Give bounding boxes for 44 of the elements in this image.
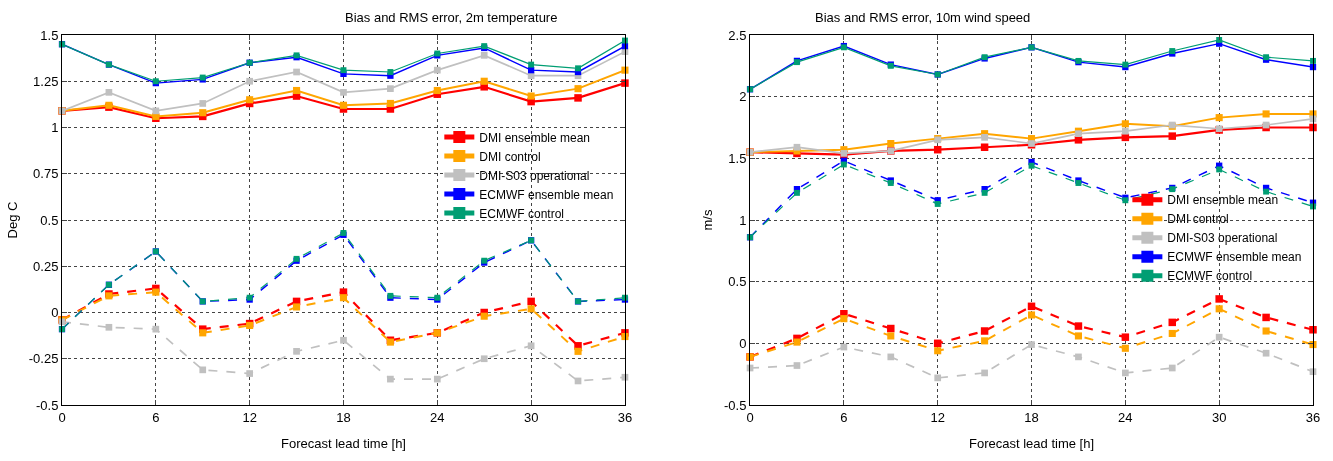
legend-label: DMI-S03 operational <box>479 168 590 183</box>
x-tick-label: 24 <box>1118 409 1133 425</box>
y-tick-label: 1 <box>739 212 747 228</box>
legend-label: ECMWF ensemble mean <box>1167 250 1302 265</box>
y-tick-label: 0.5 <box>728 274 747 290</box>
x-tick-label: 12 <box>930 409 945 425</box>
x-tick-label: 18 <box>1024 409 1039 425</box>
y-axis-title: m/s <box>699 209 715 231</box>
y-tick-label: 1 <box>51 120 59 136</box>
y-tick-label: 0.25 <box>33 258 59 274</box>
y-tick-label: -0.5 <box>35 397 59 413</box>
y-tick-label: 0.75 <box>33 166 59 182</box>
legend-label: ECMWF control <box>479 206 565 221</box>
x-tick-label: 6 <box>840 409 848 425</box>
x-axis-title: Forecast lead time [h] <box>969 436 1095 452</box>
x-tick-label: 12 <box>242 409 257 425</box>
y-tick-label: 0 <box>739 335 747 351</box>
y-tick-label: 2 <box>739 89 747 105</box>
y-tick-label: -0.25 <box>28 351 59 367</box>
y-tick-label: 0 <box>51 305 59 321</box>
legend-label: DMI control <box>479 149 541 164</box>
x-tick-label: 30 <box>523 409 539 425</box>
y-tick-label: 1.25 <box>33 73 59 89</box>
x-tick-label: 24 <box>430 409 445 425</box>
chart-title: Bias and RMS error, 10m wind speed <box>815 10 1031 25</box>
legend-label: ECMWF ensemble mean <box>479 187 614 202</box>
y-tick-label: 1.5 <box>728 150 747 166</box>
y-axis-title: Deg C <box>4 201 20 239</box>
legend-label: DMI control <box>1167 212 1229 227</box>
legend-label: DMI ensemble mean <box>479 130 591 145</box>
legend-label: ECMWF control <box>1167 269 1253 284</box>
x-tick-label: 36 <box>617 409 633 425</box>
chart-title: Bias and RMS error, 2m temperature <box>345 10 558 25</box>
legend-label: DMI ensemble mean <box>1167 193 1279 208</box>
y-tick-label: 1.5 <box>40 27 59 43</box>
y-tick-label: -0.5 <box>724 397 747 413</box>
y-tick-label: 2.5 <box>728 27 747 43</box>
y-tick-label: 0.5 <box>40 212 59 228</box>
x-tick-label: 18 <box>336 409 351 425</box>
x-tick-label: 36 <box>1305 409 1321 425</box>
legend-label: DMI-S03 operational <box>1167 231 1278 246</box>
x-tick-label: 30 <box>1211 409 1227 425</box>
x-tick-label: 6 <box>152 409 160 425</box>
x-axis-title: Forecast lead time [h] <box>280 436 406 452</box>
